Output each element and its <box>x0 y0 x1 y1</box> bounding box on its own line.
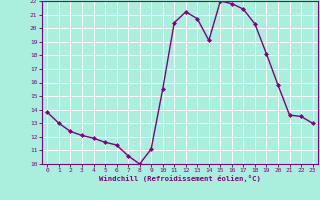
X-axis label: Windchill (Refroidissement éolien,°C): Windchill (Refroidissement éolien,°C) <box>99 175 261 182</box>
